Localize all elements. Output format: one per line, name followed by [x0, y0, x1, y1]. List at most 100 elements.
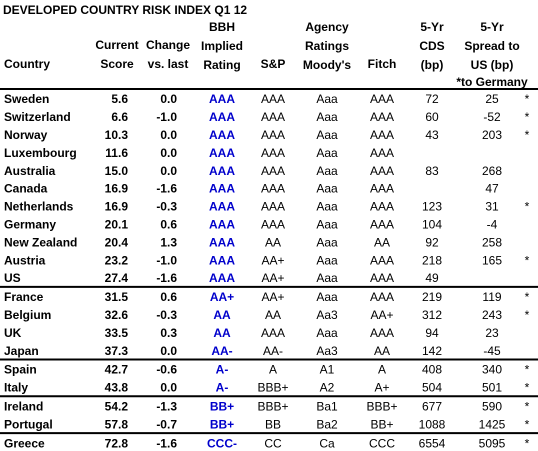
table-cell: -1.6: [156, 271, 177, 285]
table-cell: AAA: [209, 271, 235, 285]
table-cell: AA: [374, 344, 390, 358]
table-cell: 501: [482, 381, 502, 395]
table-cell: Greece: [4, 436, 45, 450]
table-cell: 340: [482, 363, 502, 377]
table-cell: 6.6: [111, 110, 128, 124]
table-cell: 25: [485, 92, 499, 106]
table-cell: New Zealand: [4, 235, 77, 249]
table-cell: CCC: [369, 436, 395, 450]
table-cell: 219: [422, 290, 442, 304]
table-cell: -4: [487, 217, 498, 231]
table-cell: 49: [425, 271, 439, 285]
table-cell: 165: [482, 253, 502, 267]
table-cell: -0.6: [156, 363, 177, 377]
table-cell: AAA: [370, 271, 394, 285]
table-cell: -45: [483, 344, 501, 358]
table-cell: AAA: [209, 128, 235, 142]
table-cell: 0.3: [160, 326, 177, 340]
table-cell: 0.6: [160, 290, 177, 304]
header-cell: Ratings: [305, 39, 349, 53]
table-cell: Aaa: [316, 200, 338, 214]
header-cell: US (bp): [471, 58, 514, 72]
table-cell: 243: [482, 308, 502, 322]
table-cell: BBB+: [257, 399, 288, 413]
table-cell: 5095: [479, 436, 506, 450]
table-cell: *: [525, 363, 530, 377]
table-cell: Luxembourg: [4, 146, 77, 160]
table-cell: Belgium: [4, 308, 51, 322]
table-cell: 16.9: [105, 182, 129, 196]
table-cell: BB: [265, 417, 281, 431]
table-cell: -52: [483, 110, 501, 124]
table-cell: 268: [482, 164, 502, 178]
table-cell: Aaa: [316, 235, 338, 249]
table-cell: AAA: [261, 326, 285, 340]
table-cell: 23: [485, 326, 499, 340]
table-cell: -0.3: [156, 200, 177, 214]
table-cell: A1: [320, 363, 335, 377]
table-cell: 32.6: [105, 308, 129, 322]
table-cell: BB+: [210, 417, 234, 431]
table-cell: Aaa: [316, 182, 338, 196]
header-cell: Fitch: [368, 57, 397, 71]
table-cell: AAA: [370, 253, 394, 267]
table-cell: Aaa: [316, 164, 338, 178]
table-cell: Aaa: [316, 253, 338, 267]
table-cell: AA: [213, 308, 231, 322]
table-cell: AA: [265, 235, 281, 249]
table-cell: Aaa: [316, 271, 338, 285]
table-cell: AAA: [370, 200, 394, 214]
table-cell: -1.6: [156, 436, 177, 450]
table-cell: AAA: [261, 217, 285, 231]
table-cell: 0.0: [160, 128, 177, 142]
table-cell: 0.0: [160, 164, 177, 178]
table-cell: A-: [216, 381, 229, 395]
table-cell: AAA: [209, 92, 235, 106]
table-cell: *: [525, 436, 530, 450]
table-cell: AA-: [263, 344, 283, 358]
table-cell: 33.5: [105, 326, 129, 340]
table-cell: AAA: [370, 110, 394, 124]
table-cell: *: [525, 200, 530, 214]
table-cell: AAA: [261, 200, 285, 214]
table-cell: AAA: [370, 128, 394, 142]
table-cell: AA+: [370, 308, 393, 322]
table-cell: Aa3: [316, 308, 338, 322]
table-cell: Aaa: [316, 92, 338, 106]
table-cell: Japan: [4, 344, 39, 358]
table-cell: 72.8: [105, 436, 129, 450]
table-cell: 1425: [479, 417, 506, 431]
table-cell: 27.4: [105, 271, 129, 285]
header-cell: 5-Yr: [480, 20, 504, 34]
table-cell: Portugal: [4, 417, 53, 431]
table-cell: Austria: [4, 253, 46, 267]
table-cell: *: [525, 399, 530, 413]
table-cell: 42.7: [105, 363, 129, 377]
table-cell: 6554: [419, 436, 446, 450]
table-cell: Canada: [4, 182, 48, 196]
table-cell: Aaa: [316, 217, 338, 231]
table-cell: AAA: [261, 164, 285, 178]
table-cell: 0.0: [160, 146, 177, 160]
table-cell: -1.0: [156, 253, 177, 267]
table-cell: Ba2: [316, 417, 338, 431]
table-cell: AAA: [261, 92, 285, 106]
table-cell: *: [525, 253, 530, 267]
table-cell: A: [269, 363, 277, 377]
table-cell: AAA: [209, 110, 235, 124]
table-cell: 0.0: [160, 92, 177, 106]
table-cell: 11.6: [105, 146, 128, 160]
table-cell: AAA: [370, 146, 394, 160]
table-cell: A-: [216, 363, 229, 377]
table-cell: Aaa: [316, 110, 338, 124]
table-cell: AA: [213, 326, 231, 340]
table-cell: BB+: [370, 417, 393, 431]
table-cell: 312: [422, 308, 442, 322]
header-cell: Rating: [203, 58, 240, 72]
table-cell: AA+: [261, 253, 284, 267]
table-cell: -0.3: [156, 308, 177, 322]
table-cell: 203: [482, 128, 502, 142]
table-cell: AAA: [209, 146, 235, 160]
table-cell: AA+: [261, 271, 284, 285]
